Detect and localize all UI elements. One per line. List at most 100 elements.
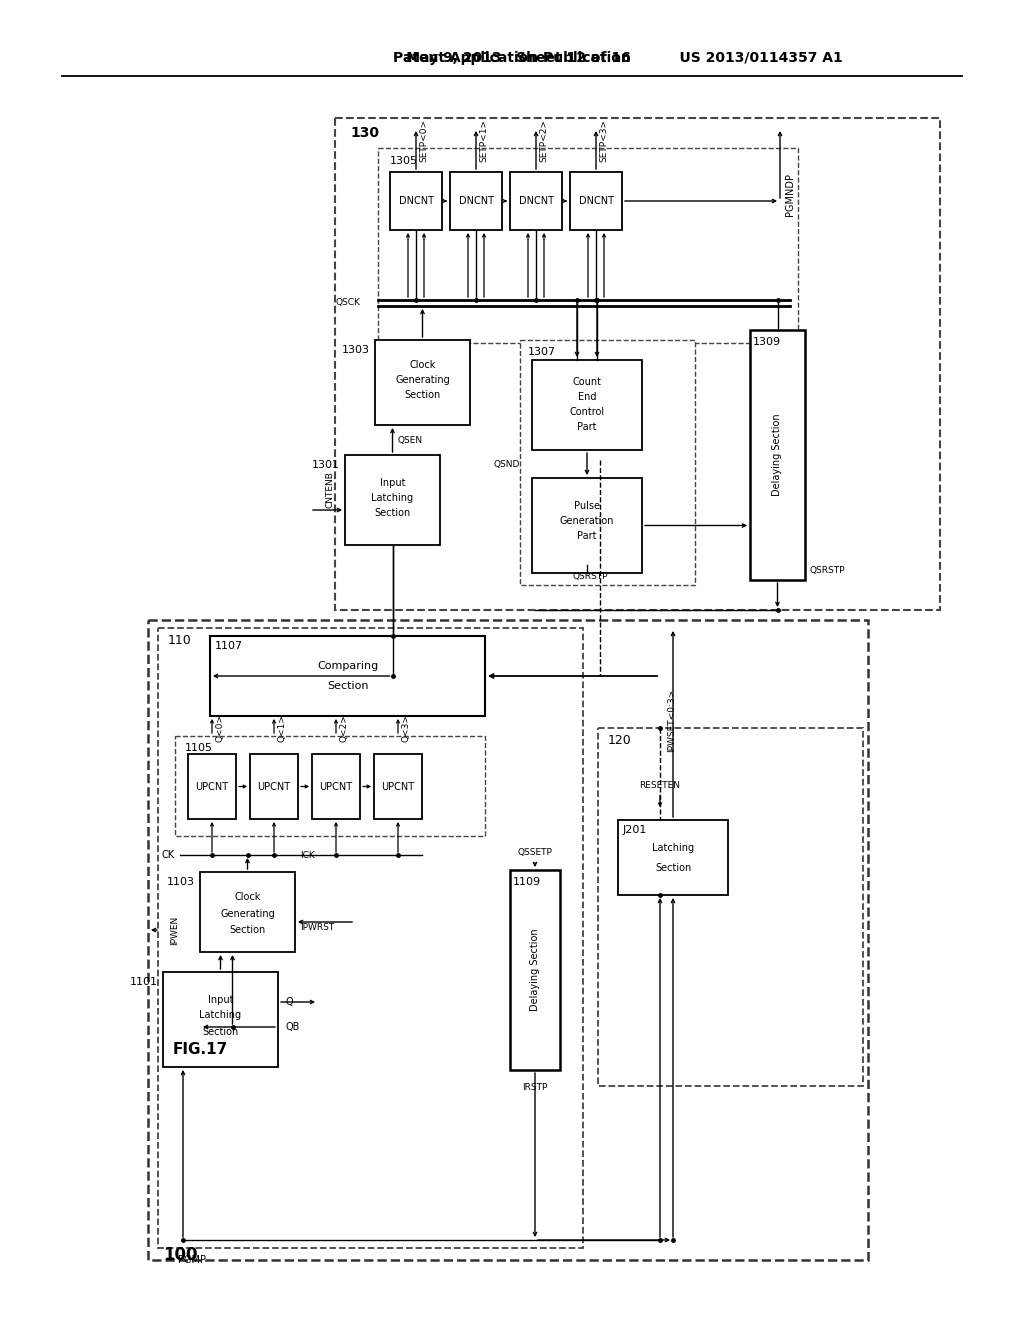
Text: 1305: 1305 <box>390 156 418 166</box>
Text: QSCK: QSCK <box>335 298 360 308</box>
Text: ICK: ICK <box>300 850 314 859</box>
Text: 1307: 1307 <box>528 347 556 356</box>
Text: 1309: 1309 <box>753 337 781 347</box>
Text: 1303: 1303 <box>342 345 370 355</box>
Text: SETP<1>: SETP<1> <box>479 119 488 161</box>
Text: IPWSET<0:3>: IPWSET<0:3> <box>668 688 677 751</box>
Text: QSSETP: QSSETP <box>517 847 552 857</box>
Text: Clock: Clock <box>234 892 261 902</box>
Bar <box>570 172 622 230</box>
Text: May 9, 2013   Sheet 12 of 16          US 2013/0114357 A1: May 9, 2013 Sheet 12 of 16 US 2013/01143… <box>181 51 843 65</box>
Text: Control: Control <box>569 407 604 417</box>
Text: QSRSTP: QSRSTP <box>572 573 608 582</box>
Bar <box>312 754 360 818</box>
Text: Section: Section <box>203 1027 239 1038</box>
Bar <box>532 478 642 573</box>
Text: CNTENB: CNTENB <box>326 471 335 508</box>
Text: QB: QB <box>286 1022 300 1032</box>
Text: UPCNT: UPCNT <box>196 781 228 792</box>
Text: 1109: 1109 <box>513 876 541 887</box>
Text: Delaying Section: Delaying Section <box>530 929 540 1011</box>
Text: Latching: Latching <box>372 492 414 503</box>
Text: DNCNT: DNCNT <box>459 195 494 206</box>
Bar <box>378 148 798 343</box>
Text: IPWRST: IPWRST <box>300 923 334 932</box>
Text: 100: 100 <box>163 1246 198 1265</box>
Text: Latching: Latching <box>652 843 694 853</box>
Text: RESETEN: RESETEN <box>640 780 681 789</box>
Text: PGMNDP: PGMNDP <box>785 173 795 216</box>
Text: UPCNT: UPCNT <box>319 781 352 792</box>
Text: CK: CK <box>162 850 175 861</box>
Text: SETP<3>: SETP<3> <box>599 119 608 161</box>
Text: DNCNT: DNCNT <box>579 195 613 206</box>
Text: Section: Section <box>655 863 691 873</box>
Text: 1105: 1105 <box>185 743 213 752</box>
Text: SETP<0>: SETP<0> <box>420 119 428 161</box>
Text: Section: Section <box>375 508 411 517</box>
Text: DNCNT: DNCNT <box>518 195 554 206</box>
Text: Generating: Generating <box>220 909 274 919</box>
Bar <box>618 820 728 895</box>
Text: IPWEN: IPWEN <box>171 915 179 945</box>
Text: SETP<2>: SETP<2> <box>540 119 549 161</box>
Text: Section: Section <box>327 681 369 690</box>
Bar <box>598 729 863 1086</box>
Bar <box>510 172 562 230</box>
Text: Patent Application Publication: Patent Application Publication <box>393 51 631 65</box>
Text: Part: Part <box>578 531 597 541</box>
Text: PGMP: PGMP <box>178 1255 206 1265</box>
Text: Latching: Latching <box>200 1010 242 1020</box>
Text: Comparing: Comparing <box>316 661 378 671</box>
Text: QSEN: QSEN <box>398 436 423 445</box>
Text: Section: Section <box>229 925 265 935</box>
Text: Q<3>: Q<3> <box>401 714 411 742</box>
Text: QSND: QSND <box>494 461 520 470</box>
Text: 130: 130 <box>350 125 379 140</box>
Bar <box>390 172 442 230</box>
Bar <box>750 330 805 579</box>
Text: Part: Part <box>578 422 597 432</box>
Text: Input: Input <box>208 995 233 1005</box>
Text: Section: Section <box>404 389 440 400</box>
Bar <box>374 754 422 818</box>
Text: FIG.17: FIG.17 <box>173 1043 228 1057</box>
Text: Q: Q <box>286 997 294 1007</box>
Bar <box>158 628 583 1247</box>
Text: Generating: Generating <box>395 375 450 385</box>
Text: Input: Input <box>380 478 406 488</box>
Bar <box>375 341 470 425</box>
Text: Delaying Section: Delaying Section <box>772 413 782 496</box>
Text: 120: 120 <box>608 734 632 747</box>
Text: 1103: 1103 <box>167 876 195 887</box>
Text: End: End <box>578 392 596 403</box>
Text: Pulse: Pulse <box>574 502 600 511</box>
Text: IRSTP: IRSTP <box>522 1084 548 1093</box>
Text: 1107: 1107 <box>215 642 243 651</box>
Text: 1101: 1101 <box>130 977 158 987</box>
Text: DNCNT: DNCNT <box>398 195 433 206</box>
Bar <box>188 754 236 818</box>
Bar <box>335 117 940 610</box>
Bar <box>148 620 868 1261</box>
Bar <box>175 737 485 836</box>
Text: Q<0>: Q<0> <box>215 714 224 742</box>
Bar <box>532 360 642 450</box>
Bar <box>510 870 560 1071</box>
Text: Q<1>: Q<1> <box>278 714 287 742</box>
Text: 1301: 1301 <box>312 459 340 470</box>
Text: UPCNT: UPCNT <box>257 781 291 792</box>
Text: QSRSTP: QSRSTP <box>810 565 846 574</box>
Text: Clock: Clock <box>410 360 435 370</box>
Bar <box>450 172 502 230</box>
Bar <box>250 754 298 818</box>
Text: Count: Count <box>572 378 601 387</box>
Bar <box>520 341 695 585</box>
Bar <box>200 873 295 952</box>
Bar <box>345 455 440 545</box>
Text: Generation: Generation <box>560 516 614 525</box>
Text: J201: J201 <box>623 825 647 836</box>
Text: 110: 110 <box>168 634 191 647</box>
Bar <box>210 636 485 715</box>
Bar <box>163 972 278 1067</box>
